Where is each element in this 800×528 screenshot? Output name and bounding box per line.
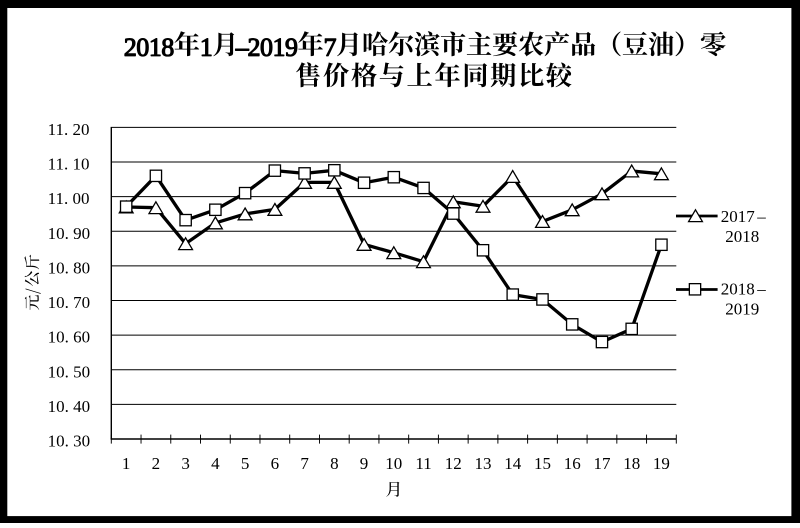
svg-text:13: 13 [475, 454, 492, 473]
svg-text:1: 1 [122, 454, 131, 473]
svg-text:10.80: 10. 80 [48, 258, 91, 277]
svg-text:9: 9 [360, 454, 369, 473]
svg-text:2019: 2019 [725, 299, 759, 318]
svg-text:2017–: 2017– [721, 207, 767, 226]
svg-text:7: 7 [300, 454, 309, 473]
svg-text:6: 6 [271, 454, 280, 473]
svg-text:10.70: 10. 70 [48, 293, 91, 312]
svg-text:10.90: 10. 90 [48, 224, 91, 243]
svg-text:3: 3 [181, 454, 190, 473]
svg-text:17: 17 [593, 454, 611, 473]
svg-text:10.50: 10. 50 [48, 362, 91, 381]
svg-text:10.40: 10. 40 [48, 397, 91, 416]
svg-text:2018–: 2018– [721, 279, 767, 298]
svg-text:15: 15 [534, 454, 551, 473]
svg-text:5: 5 [241, 454, 250, 473]
svg-text:19: 19 [653, 454, 670, 473]
svg-text:2: 2 [152, 454, 161, 473]
svg-text:10: 10 [385, 454, 402, 473]
svg-text:16: 16 [564, 454, 581, 473]
svg-text:8: 8 [330, 454, 339, 473]
svg-text:18: 18 [623, 454, 640, 473]
svg-text:14: 14 [504, 454, 522, 473]
svg-text:4: 4 [211, 454, 220, 473]
svg-text:2018: 2018 [725, 227, 759, 246]
svg-text:10.30: 10. 30 [48, 432, 91, 451]
svg-text:10.60: 10. 60 [48, 328, 91, 347]
svg-text:11: 11 [415, 454, 431, 473]
svg-text:12: 12 [445, 454, 462, 473]
